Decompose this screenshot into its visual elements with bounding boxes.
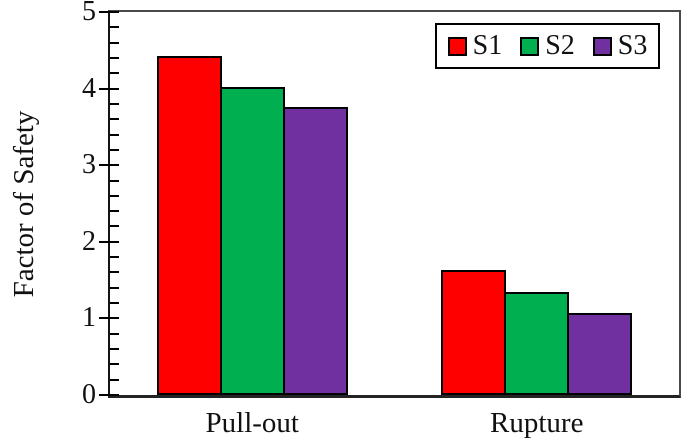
y-minor-tick [110, 271, 119, 274]
legend-label-s1: S1 [472, 30, 503, 61]
legend-item-s2: S2 [520, 32, 575, 60]
legend-label-s2: S2 [545, 30, 575, 61]
y-tick-label: 0 [82, 379, 96, 410]
legend-item-s1: S1 [447, 30, 503, 61]
legend: S1 S2 S3 [435, 23, 660, 69]
bar-rupture-s1 [441, 270, 507, 395]
y-major-tick [99, 240, 119, 243]
y-minor-tick [110, 286, 119, 289]
x-category-label-pull-out: Pull-out [205, 407, 299, 439]
y-minor-tick [110, 256, 119, 259]
y-tick-label: 4 [82, 72, 96, 104]
legend-swatch-s3 [592, 36, 612, 56]
bar-pull-out-s2 [219, 87, 285, 395]
plot-area: S1 S2 S3 [99, 10, 681, 398]
y-minor-tick [110, 41, 119, 44]
y-minor-tick [110, 378, 119, 381]
y-tick-label: 5 [82, 0, 96, 27]
bar-pull-out-s1 [156, 56, 222, 395]
y-tick-label: 2 [82, 225, 96, 257]
x-category-label-rupture: Rupture [490, 407, 584, 439]
y-minor-tick [110, 102, 119, 105]
bar-rupture-s2 [504, 292, 570, 395]
y-major-tick [99, 394, 119, 396]
y-minor-tick [110, 348, 119, 351]
legend-swatch-s1 [447, 36, 467, 56]
bar-pull-out-s3 [282, 107, 348, 395]
y-minor-tick [110, 118, 119, 121]
legend-swatch-s2 [520, 36, 540, 56]
y-minor-tick [110, 133, 119, 136]
y-minor-tick [110, 332, 119, 335]
y-axis-title: Factor of Safety [8, 110, 40, 298]
y-minor-tick [110, 210, 119, 213]
y-major-tick [99, 87, 119, 90]
y-minor-tick [110, 72, 119, 75]
y-major-tick [99, 317, 119, 320]
y-minor-tick [110, 26, 119, 29]
y-minor-tick [110, 179, 119, 182]
y-minor-tick [110, 56, 119, 59]
legend-label-s3: S3 [617, 30, 648, 61]
legend-item-s3: S3 [592, 30, 648, 61]
y-tick-label: 3 [82, 149, 96, 181]
y-minor-tick [110, 363, 119, 366]
y-major-tick [99, 11, 119, 13]
y-major-tick [99, 164, 119, 167]
bar-rupture-s3 [567, 313, 633, 395]
y-minor-tick [110, 194, 119, 197]
y-minor-tick [110, 302, 119, 305]
y-tick-label: 1 [82, 302, 96, 334]
y-minor-tick [110, 225, 119, 228]
y-minor-tick [110, 148, 119, 151]
